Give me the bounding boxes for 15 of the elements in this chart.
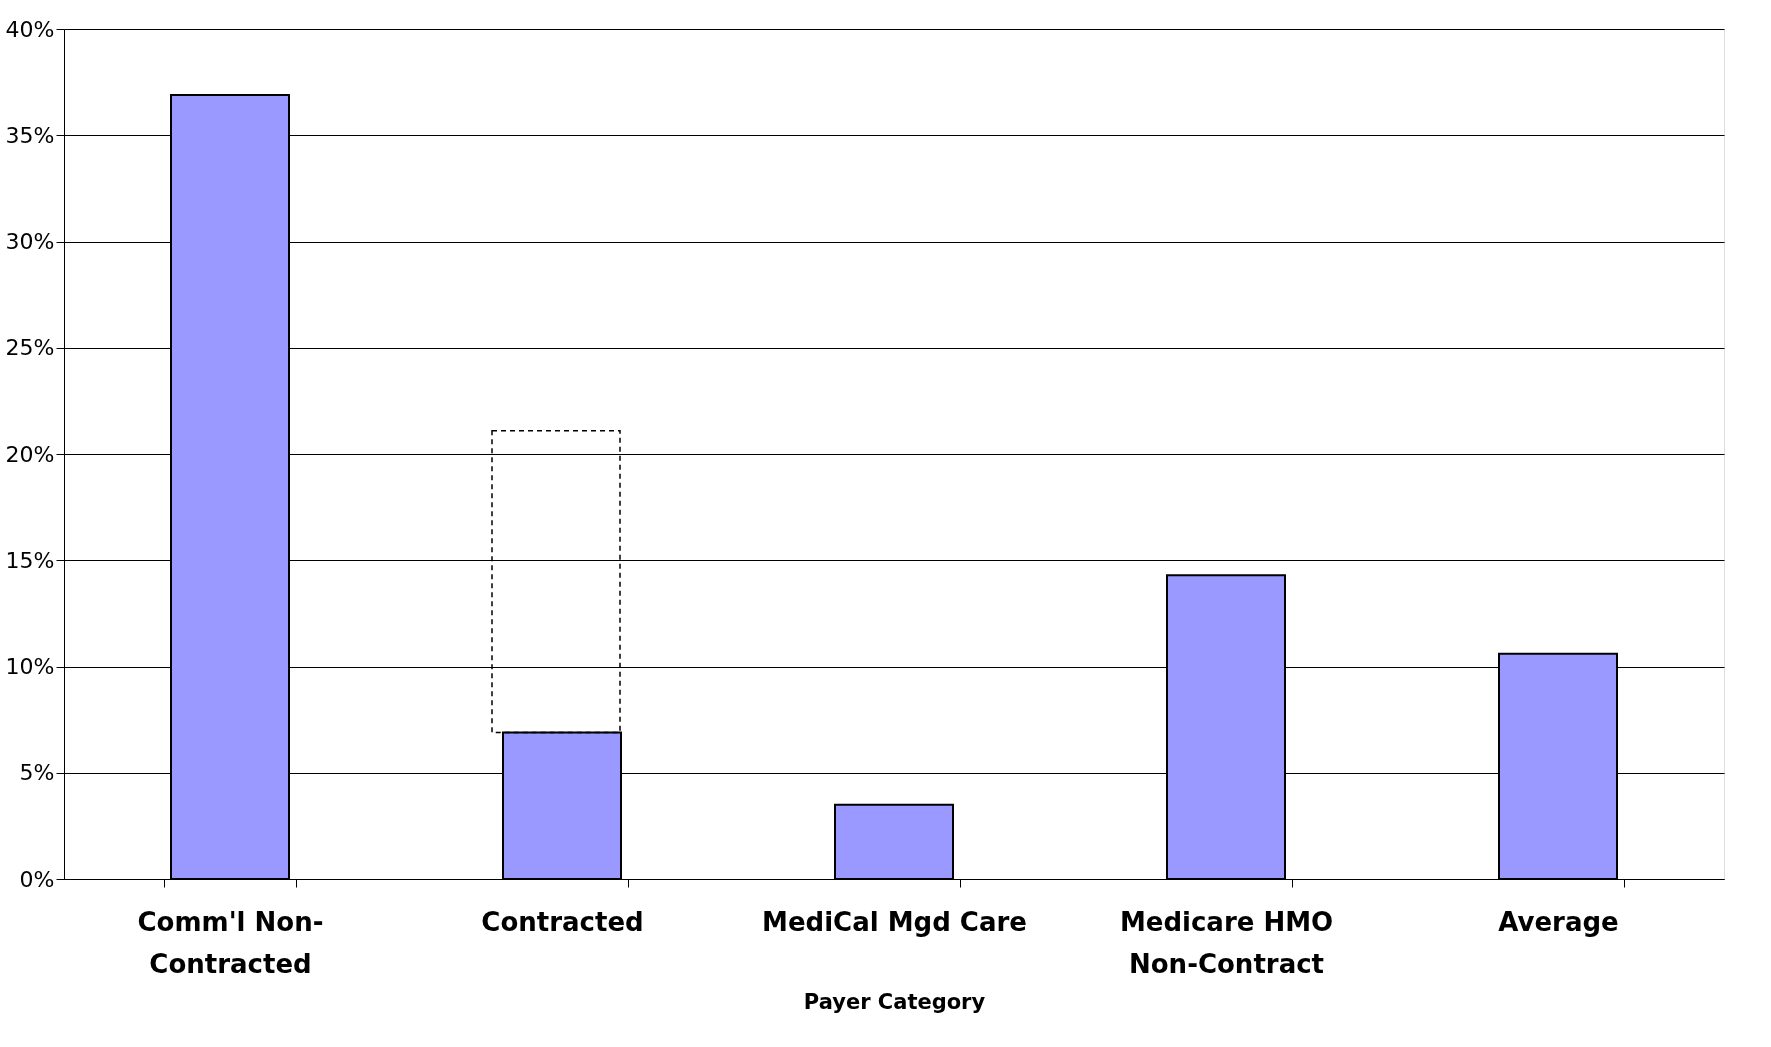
- y-tick-label: 0%: [19, 866, 55, 892]
- x-axis-title: Payer Category: [803, 989, 986, 1014]
- y-tick-label: 30%: [5, 229, 55, 254]
- y-tick-label: 40%: [5, 16, 55, 42]
- y-tick-label: 5%: [19, 760, 55, 786]
- x-tick-label: MediCal Mgd Care: [762, 906, 1027, 937]
- x-tick-label: Contracted: [481, 906, 644, 937]
- y-tick-label: 35%: [5, 122, 55, 148]
- x-tick-label: Medicare HMO Non-Contract: [1119, 906, 1334, 979]
- x-tick-label: Average: [1498, 906, 1619, 937]
- y-tick-label: 20%: [5, 441, 55, 467]
- y-tick-label: 15%: [5, 547, 55, 573]
- y-tick-label: 10%: [5, 654, 55, 679]
- x-tick-label: Comm'l Non- Contracted: [137, 906, 324, 979]
- y-tick-label: 25%: [5, 335, 55, 361]
